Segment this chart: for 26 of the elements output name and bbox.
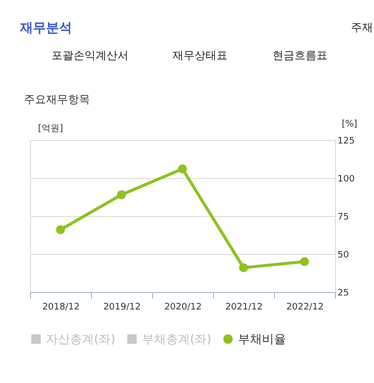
x-tick-label: 2019/12 [103, 302, 141, 312]
point [300, 257, 309, 266]
point [178, 164, 187, 174]
y2-tick-label: 75 [338, 212, 349, 222]
y2-tick-label: 25 [338, 288, 349, 298]
point [117, 190, 126, 200]
x-tick-label: 2018/12 [42, 302, 80, 312]
point [239, 263, 248, 272]
text: 재무상태표 [172, 49, 228, 62]
legend-label: 부채비율 [238, 332, 286, 346]
text: 주재 [351, 21, 373, 34]
y2-tick-label: 50 [338, 250, 350, 260]
x-tick-label: 2022/12 [286, 302, 324, 312]
legend-label: 부채총계(좌) [142, 332, 212, 346]
text: 현금흐름표 [272, 49, 328, 62]
y2-tick-label: 125 [338, 136, 355, 146]
y-axis-title: [억원] [38, 124, 64, 134]
legend-label: 자산총계(좌) [46, 332, 116, 346]
chart-title: 재무분석 [19, 21, 72, 36]
x-tick-label: 2020/12 [164, 302, 202, 312]
y2-axis-title: [%] [342, 120, 358, 130]
y2-tick-label: 100 [338, 174, 355, 184]
text: 포괄손익계산서 [52, 49, 128, 62]
point [56, 225, 65, 234]
chart-subtitle: 주요재무항목 [24, 93, 90, 106]
x-tick-label: 2021/12 [225, 302, 263, 312]
